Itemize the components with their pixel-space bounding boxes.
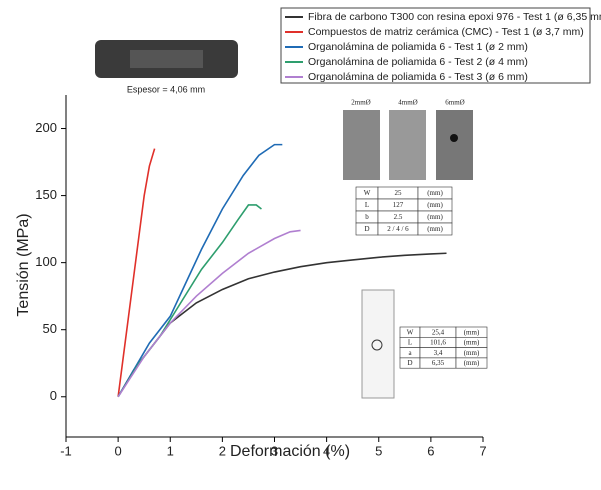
line-series <box>117 229 301 398</box>
table-cell <box>455 357 488 369</box>
y-axis-label: Tensión (MPa) <box>15 213 32 316</box>
photo-label: 2mmØ <box>351 99 370 107</box>
y-tick-label: 0 <box>50 388 57 403</box>
line-series <box>117 143 283 398</box>
x-tick-label: 7 <box>479 443 486 458</box>
table-cell <box>417 222 453 236</box>
y-tick-label: 200 <box>35 120 57 135</box>
table-text: (mm) <box>464 359 480 367</box>
x-tick-label: 1 <box>167 443 174 458</box>
line-series <box>117 148 156 397</box>
table-text: b <box>365 213 369 221</box>
x-tick-label: 2 <box>219 443 226 458</box>
hole <box>371 339 383 351</box>
specimen-drawing <box>361 289 395 399</box>
table-text: 3,4 <box>434 349 443 357</box>
legend-label: Organolámina de poliamida 6 - Test 2 (ø … <box>308 56 528 68</box>
table-text: 2 / 4 / 6 <box>387 225 409 233</box>
table-text: (mm) <box>427 213 443 221</box>
table-text: (mm) <box>464 339 480 347</box>
hole <box>450 134 458 142</box>
legend-box <box>280 7 591 84</box>
x-tick-label: 5 <box>375 443 382 458</box>
table-text: L <box>408 339 412 347</box>
table-text: 25,4 <box>432 328 445 336</box>
table-text: W <box>407 328 414 336</box>
table-text: 127 <box>393 201 404 209</box>
table-text: (mm) <box>427 189 443 197</box>
specimen-label: Espesor = 4,06 mm <box>127 84 205 94</box>
x-tick-label: -1 <box>60 443 72 458</box>
y-tick-label: 150 <box>35 187 57 202</box>
specimen-gauge <box>130 50 203 68</box>
x-tick-label: 0 <box>115 443 122 458</box>
legend-label: Compuestos de matriz cerámica (CMC) - Te… <box>308 26 584 38</box>
x-axis-label: Deformación (%) <box>230 443 350 460</box>
legend-label: Organolámina de poliamida 6 - Test 3 (ø … <box>308 71 528 83</box>
x-tick-label: 6 <box>427 443 434 458</box>
photo-label: 6mmØ <box>445 99 464 107</box>
x-tick-label: 4 <box>323 443 330 458</box>
legend-label: Organolámina de poliamida 6 - Test 1 (ø … <box>308 41 528 53</box>
legend-label: Fibra de carbono T300 con resina epoxi 9… <box>308 11 601 23</box>
table-text: 101,6 <box>430 339 446 347</box>
table-text: (mm) <box>464 349 480 357</box>
table-text: D <box>364 225 369 233</box>
table-text: (mm) <box>427 201 443 209</box>
y-tick-label: 100 <box>35 254 57 269</box>
photo <box>389 110 426 180</box>
table-text: W <box>364 189 371 197</box>
table-text: 25 <box>395 189 403 197</box>
photo <box>436 110 473 180</box>
table-text: L <box>365 201 369 209</box>
table-text: a <box>408 349 412 357</box>
table-text: 2.5 <box>394 213 403 221</box>
table-text: D <box>407 359 412 367</box>
table-text: (mm) <box>427 225 443 233</box>
photo-label: 4mmØ <box>398 99 417 107</box>
x-tick-label: 3 <box>271 443 278 458</box>
y-tick-label: 50 <box>43 321 57 336</box>
photo <box>343 110 380 180</box>
table-text: 6,35 <box>432 359 445 367</box>
table-text: (mm) <box>464 328 480 336</box>
